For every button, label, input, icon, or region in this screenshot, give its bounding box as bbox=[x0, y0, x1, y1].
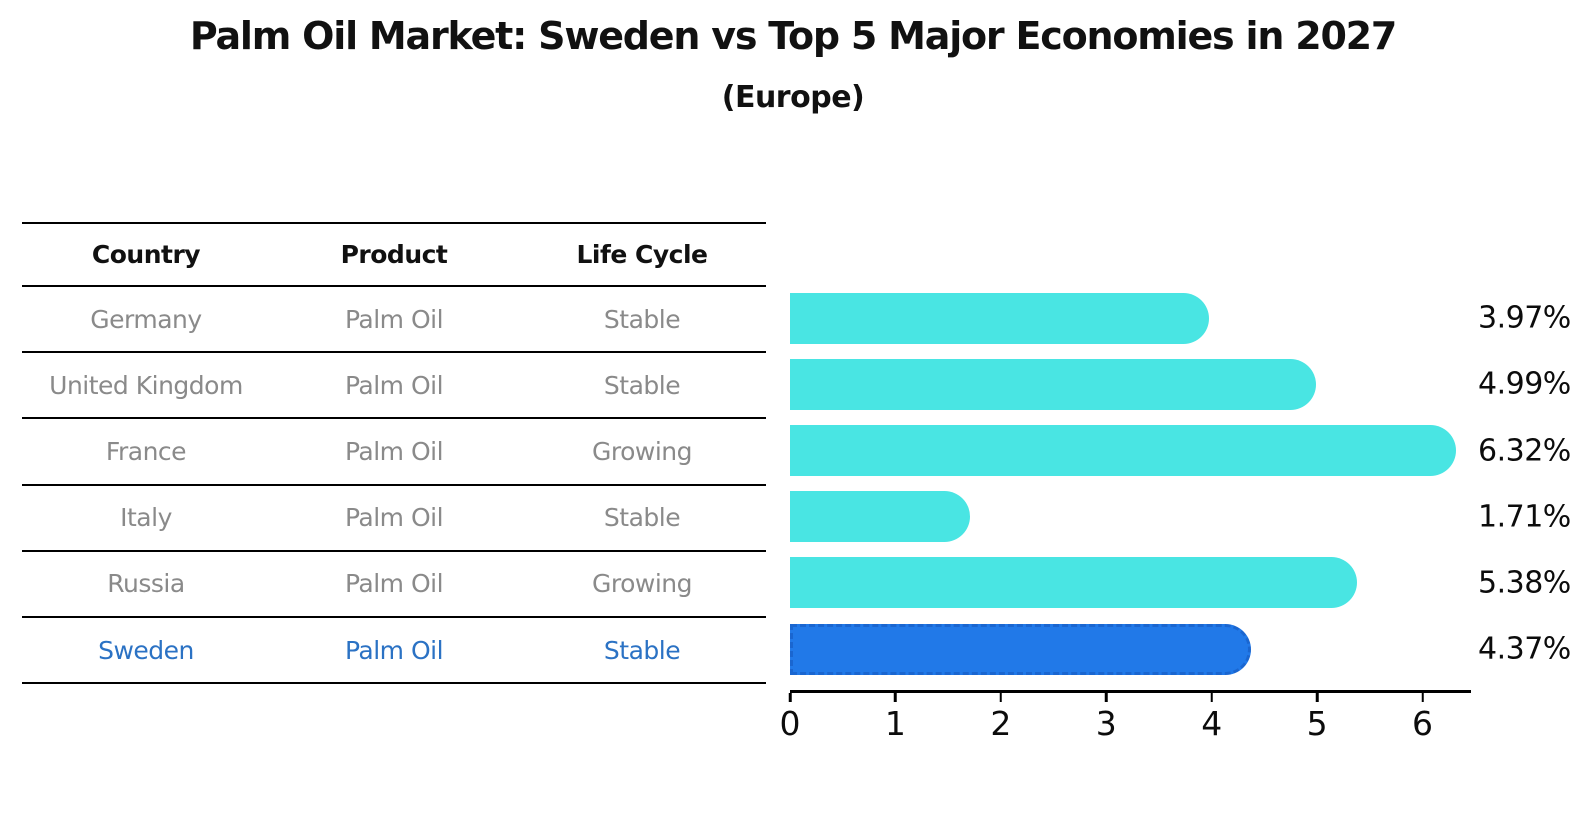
country-cell: Germany bbox=[90, 304, 202, 334]
product-cell: Palm Oil bbox=[344, 503, 444, 533]
product-cell: Palm Oil bbox=[344, 436, 444, 466]
x-tick-mark bbox=[788, 693, 792, 702]
x-axis-line bbox=[790, 690, 1471, 693]
value-label: 4.99% bbox=[1478, 366, 1571, 402]
header-country: Country bbox=[91, 240, 201, 269]
bar-band bbox=[790, 285, 1470, 351]
x-tick-mark bbox=[1315, 693, 1319, 702]
life-cycle-cell: Stable bbox=[603, 304, 681, 334]
country-cell: Sweden bbox=[98, 635, 194, 665]
value-label: 6.32% bbox=[1478, 433, 1571, 468]
bar-russia bbox=[790, 557, 1358, 609]
table-row: Russia Palm Oil Growing bbox=[22, 552, 766, 618]
x-tick-label: 1 bbox=[884, 704, 906, 743]
bar-band bbox=[790, 484, 1470, 550]
bar-band bbox=[790, 550, 1470, 616]
value-labels: 3.97% 4.99% 6.32% 1.71% 5.38% 4.37% bbox=[1478, 285, 1586, 682]
x-tick-label: 2 bbox=[990, 704, 1012, 743]
table-row: United Kingdom Palm Oil Stable bbox=[22, 353, 766, 420]
x-tick-mark bbox=[1210, 693, 1213, 702]
bar-plot-area bbox=[790, 285, 1470, 682]
country-cell: Russia bbox=[107, 569, 185, 599]
table-row: Germany Palm Oil Stable bbox=[22, 287, 766, 354]
x-tick-mark bbox=[1105, 693, 1108, 702]
bar-germany bbox=[790, 292, 1209, 344]
header-life-cycle: Life Cycle bbox=[576, 240, 708, 269]
x-tick-label: 0 bbox=[779, 704, 801, 743]
x-tick-label: 5 bbox=[1306, 704, 1328, 743]
life-cycle-cell: Stable bbox=[603, 503, 681, 533]
product-cell: Palm Oil bbox=[344, 370, 444, 400]
life-cycle-cell: Growing bbox=[591, 436, 693, 466]
x-axis-ticks: 0 1 2 3 4 5 6 bbox=[780, 690, 1470, 750]
table-body: Germany Palm Oil Stable United Kingdom Palm … bbox=[22, 287, 766, 685]
product-cell: Palm Oil bbox=[344, 304, 444, 334]
bar-sweden bbox=[790, 623, 1251, 675]
country-cell: France bbox=[105, 436, 187, 466]
x-tick-label: 6 bbox=[1412, 704, 1434, 743]
bar-band bbox=[790, 616, 1470, 682]
bar-italy bbox=[790, 491, 971, 543]
bar-band bbox=[790, 417, 1470, 483]
value-label: 4.37% bbox=[1478, 631, 1571, 667]
life-cycle-cell: Stable bbox=[603, 635, 681, 665]
x-tick-mark bbox=[894, 693, 897, 702]
bar-united-kingdom bbox=[790, 358, 1317, 410]
country-cell: United Kingdom bbox=[49, 370, 243, 400]
table-header-row: Country Product Life Cycle bbox=[22, 224, 766, 287]
country-cell: Italy bbox=[120, 503, 172, 533]
product-cell: Palm Oil bbox=[344, 569, 444, 599]
country-table: Country Product Life Cycle Germany Palm O… bbox=[22, 222, 766, 685]
header-product: Product bbox=[340, 240, 448, 269]
table-row: Italy Palm Oil Stable bbox=[22, 486, 766, 552]
table-row: France Palm Oil Growing bbox=[22, 419, 766, 486]
life-cycle-cell: Growing bbox=[591, 569, 693, 599]
bar-france bbox=[790, 424, 1457, 476]
value-label: 1.71% bbox=[1478, 499, 1571, 535]
value-label: 5.38% bbox=[1478, 565, 1571, 601]
bar-band bbox=[790, 351, 1470, 417]
value-label: 3.97% bbox=[1478, 300, 1571, 336]
chart-title: Palm Oil Market: Sweden vs Top 5 Major E… bbox=[189, 14, 1398, 58]
product-cell: Palm Oil bbox=[344, 635, 444, 665]
life-cycle-cell: Stable bbox=[603, 370, 681, 400]
x-tick-mark bbox=[999, 693, 1003, 702]
table-row: Sweden Palm Oil Stable bbox=[22, 618, 766, 685]
x-tick-label: 3 bbox=[1095, 704, 1117, 743]
chart-subtitle: (Europe) bbox=[721, 80, 865, 115]
x-tick-label: 4 bbox=[1201, 704, 1223, 743]
x-tick-mark bbox=[1421, 693, 1424, 702]
